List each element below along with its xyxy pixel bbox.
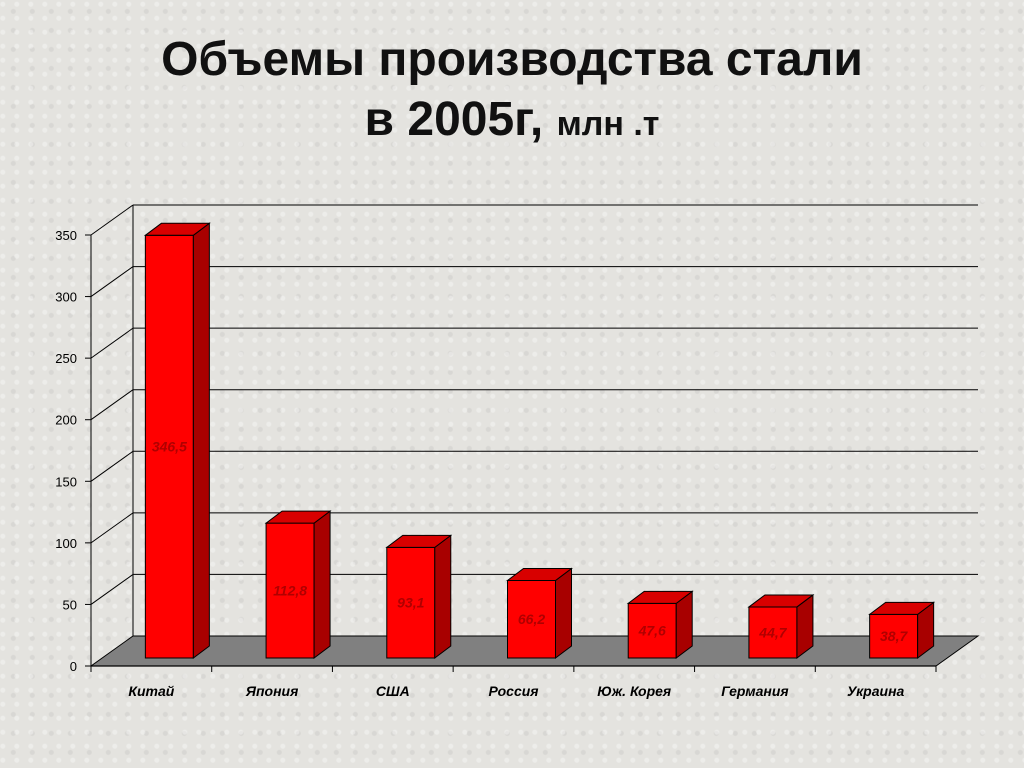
title-year: в 2005г, (364, 93, 544, 146)
x-category-label: Япония (245, 683, 299, 699)
x-category-label: Украина (847, 683, 905, 699)
bar: 346,5 (143, 222, 211, 659)
bar: 44,7 (747, 593, 815, 659)
bar-value-label: 44,7 (758, 624, 787, 640)
bar-value-label: 38,7 (880, 628, 908, 644)
gridline-diagonal (90, 574, 134, 605)
x-category-label: Германия (721, 683, 788, 699)
gridline-diagonal (90, 450, 134, 482)
gridline-diagonal (90, 327, 134, 359)
bar-top (506, 567, 573, 581)
bar: 112,8 (264, 510, 332, 659)
bar-value-label: 66,2 (518, 611, 545, 627)
gridline-diagonal (90, 512, 134, 544)
bar-side (555, 567, 572, 659)
gridline-diagonal (90, 204, 134, 236)
bar-front (748, 606, 798, 659)
bar-top (143, 222, 211, 236)
x-category-label: Китай (128, 683, 174, 699)
y-tick-label: 300 (55, 290, 77, 305)
bar-side (192, 222, 210, 659)
bar-top (385, 534, 453, 548)
bar-value-label: 112,8 (273, 583, 307, 599)
chart-bars: 346,5 112,8 93,1 66,2 47,6 44,7 38,7 (143, 222, 936, 659)
y-tick-label: 200 (55, 413, 77, 428)
x-category-label: Россия (488, 683, 538, 699)
bar: 38,7 (868, 601, 936, 659)
y-tick-label: 250 (55, 351, 77, 366)
y-tick-label: 0 (70, 659, 77, 674)
title-unit: млн .т (556, 105, 660, 143)
bar: 47,6 (626, 590, 694, 659)
bar: 66,2 (506, 567, 573, 659)
bar: 93,1 (385, 534, 453, 659)
x-axis-labels: Китай Япония США Россия Юж. Корея Германия Укр… (90, 666, 937, 699)
bar-value-label: 47,6 (638, 623, 666, 639)
y-tick-label: 150 (55, 474, 77, 489)
bar-value-label: 93,1 (397, 595, 424, 611)
y-axis-ticks: 0 50 100 150 200 250 300 350 (55, 228, 91, 674)
bar-side (313, 510, 331, 659)
y-tick-label: 350 (55, 228, 77, 243)
title-line-2: в 2005г, млн .т (0, 90, 1024, 154)
chart-gridlines (90, 204, 978, 605)
bar-front (265, 522, 315, 659)
slide-title: Объемы производства стали в 2005г, млн .… (0, 30, 1024, 154)
y-tick-label: 100 (55, 536, 77, 551)
x-category-label: Юж. Корея (597, 683, 671, 699)
bar-side (434, 534, 452, 659)
title-line-1: Объемы производства стали (161, 33, 863, 86)
y-tick-label: 50 (63, 597, 77, 612)
x-category-label: США (376, 683, 410, 699)
gridline-diagonal (90, 266, 134, 297)
gridline-diagonal (90, 389, 134, 421)
bar-top (626, 590, 694, 604)
bar-top (747, 594, 815, 608)
chart-walls (90, 205, 134, 666)
bar-top (868, 601, 936, 615)
bar-front (507, 579, 556, 659)
bar-top (264, 510, 332, 524)
bar-value-label: 346,5 (152, 439, 187, 455)
